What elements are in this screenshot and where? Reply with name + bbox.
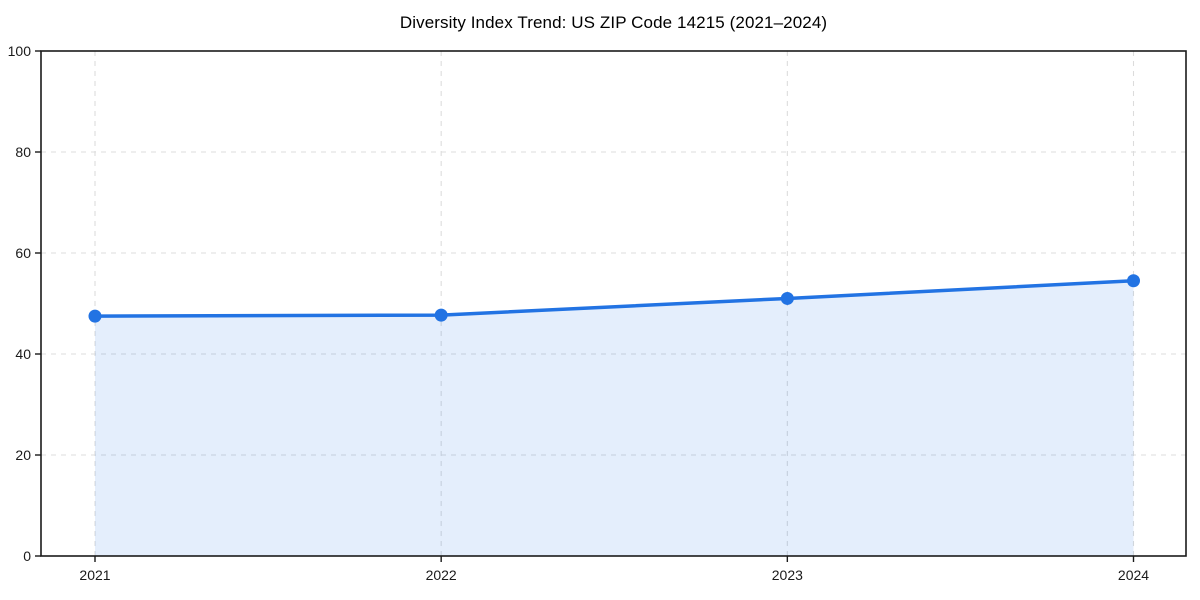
data-point: [1127, 274, 1140, 288]
area-fill: [95, 280, 1134, 556]
data-point: [88, 309, 102, 323]
y-tick-label: 80: [15, 144, 31, 160]
x-tick-label: 2021: [79, 567, 110, 583]
x-tick-label: 2024: [1118, 567, 1149, 583]
y-tick-label: 60: [15, 245, 31, 261]
y-tick-label: 0: [23, 548, 31, 564]
axes-frame: [40, 50, 1187, 557]
y-tick-label: 40: [15, 346, 31, 362]
y-tick-label: 20: [15, 447, 31, 463]
trend-line: [93, 279, 1136, 318]
x-tick-label: 2022: [426, 567, 457, 583]
data-point: [434, 308, 448, 322]
y-tick-label: 100: [8, 43, 32, 59]
data-point: [780, 291, 794, 305]
chart-title: Diversity Index Trend: US ZIP Code 14215…: [399, 13, 828, 32]
x-tick-label: 2023: [772, 567, 803, 583]
